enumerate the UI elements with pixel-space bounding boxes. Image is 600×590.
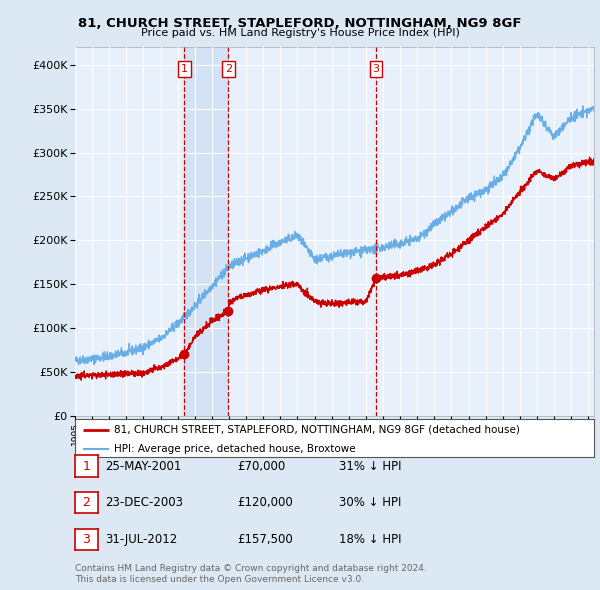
Text: Price paid vs. HM Land Registry's House Price Index (HPI): Price paid vs. HM Land Registry's House … <box>140 28 460 38</box>
Bar <box>184 47 229 416</box>
Text: 23-DEC-2003: 23-DEC-2003 <box>105 496 183 509</box>
Text: 31% ↓ HPI: 31% ↓ HPI <box>339 460 401 473</box>
Text: 81, CHURCH STREET, STAPLEFORD, NOTTINGHAM, NG9 8GF: 81, CHURCH STREET, STAPLEFORD, NOTTINGHA… <box>78 17 522 30</box>
Text: 1: 1 <box>181 64 188 74</box>
Text: 81, CHURCH STREET, STAPLEFORD, NOTTINGHAM, NG9 8GF (detached house): 81, CHURCH STREET, STAPLEFORD, NOTTINGHA… <box>114 425 520 435</box>
Text: 31-JUL-2012: 31-JUL-2012 <box>105 533 177 546</box>
Text: 3: 3 <box>373 64 379 74</box>
Text: £70,000: £70,000 <box>237 460 285 473</box>
Text: 18% ↓ HPI: 18% ↓ HPI <box>339 533 401 546</box>
Text: 2: 2 <box>225 64 232 74</box>
Text: 2: 2 <box>82 496 91 509</box>
Text: £157,500: £157,500 <box>237 533 293 546</box>
Text: Contains HM Land Registry data © Crown copyright and database right 2024.: Contains HM Land Registry data © Crown c… <box>75 565 427 573</box>
Text: 3: 3 <box>82 533 91 546</box>
Text: 1: 1 <box>82 460 91 473</box>
Text: 25-MAY-2001: 25-MAY-2001 <box>105 460 181 473</box>
Text: 30% ↓ HPI: 30% ↓ HPI <box>339 496 401 509</box>
Text: HPI: Average price, detached house, Broxtowe: HPI: Average price, detached house, Brox… <box>114 444 356 454</box>
Text: This data is licensed under the Open Government Licence v3.0.: This data is licensed under the Open Gov… <box>75 575 364 584</box>
Text: £120,000: £120,000 <box>237 496 293 509</box>
